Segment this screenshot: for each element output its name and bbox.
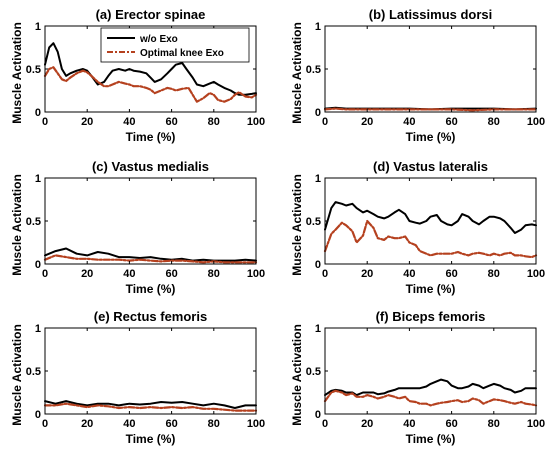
subplot-title: (c) Vastus medialis [92,159,209,174]
x-tick-label: 60 [165,268,177,280]
plot-area-frame [44,327,257,415]
x-tick-label: 20 [81,116,93,128]
x-tick-label: 40 [403,116,415,128]
x-tick-label: 100 [527,116,545,128]
legend-box [100,27,250,63]
series-line-optimal-knee-exo [43,402,258,412]
y-axis-label: Muscle Activation [290,22,304,124]
plot-area-frame [44,177,257,265]
y-tick-label: 0 [35,409,41,421]
x-axis-label: Time (%) [126,432,176,446]
y-tick-label: 0 [315,409,321,421]
y-tick-label: 0.5 [306,216,321,228]
y-axis-label: Muscle Activation [10,22,24,124]
y-tick-label: 0 [315,259,321,271]
x-axis-label: Time (%) [126,130,176,144]
x-tick-label: 40 [403,418,415,430]
legend-label: Optimal knee Exo [140,48,224,59]
x-tick-label: 60 [445,116,457,128]
subplot-1: 0 20 40 60 80 100 0 0.5 1 (a) Erector spinae Time … [10,7,265,144]
series-line-without-exo [44,400,257,409]
x-axis-label: Time (%) [126,282,176,296]
x-tick-label: 100 [247,268,265,280]
series-line-without-exo [324,378,537,397]
x-tick-label: 20 [81,418,93,430]
subplot-4: 0 20 40 60 80 100 0 0.5 1 (d) Vastus lateralis Tim… [290,159,545,296]
plot-area-frame [324,25,537,113]
x-tick-label: 80 [488,268,500,280]
x-tick-label: 100 [527,418,545,430]
y-tick-label: 1 [35,323,41,335]
x-axis-label: Time (%) [406,282,456,296]
y-tick-label: 0 [35,107,41,119]
x-tick-label: 20 [361,268,373,280]
subplot-5: 0 20 40 60 80 100 0 0.5 1 (e) Rectus femoris Time … [10,309,265,446]
y-tick-label: 1 [315,173,321,185]
y-axis-label: Muscle Activation [10,174,24,276]
x-tick-label: 0 [42,418,48,430]
y-tick-label: 0.5 [26,216,41,228]
x-tick-label: 80 [208,116,220,128]
series-line-optimal-knee-exo [323,219,538,259]
y-axis-label: Muscle Activation [290,174,304,276]
subplot-title: (f) Biceps femoris [376,309,486,324]
x-tick-label: 60 [165,418,177,430]
y-tick-label: 1 [35,173,41,185]
x-tick-label: 0 [42,268,48,280]
x-tick-label: 100 [527,268,545,280]
x-tick-label: 60 [445,418,457,430]
subplot-title: (b) Latissimus dorsi [369,7,493,22]
x-tick-label: 80 [488,418,500,430]
y-axis-label: Muscle Activation [10,324,24,426]
x-tick-label: 80 [208,418,220,430]
y-axis-label: Muscle Activation [290,324,304,426]
subplot-title: (a) Erector spinae [96,7,206,22]
x-tick-label: 20 [361,116,373,128]
x-tick-label: 20 [81,268,93,280]
x-tick-label: 20 [361,418,373,430]
series-line-without-exo [44,42,257,96]
x-tick-label: 100 [247,418,265,430]
x-tick-label: 80 [208,268,220,280]
x-tick-label: 60 [165,116,177,128]
series-line-optimal-knee-exo [43,254,258,264]
subplot-title: (d) Vastus lateralis [373,159,488,174]
subplot-6: 0 20 40 60 80 100 0 0.5 1 (f) Biceps femoris Time … [290,309,545,446]
x-axis-label: Time (%) [406,130,456,144]
x-tick-label: 40 [123,418,135,430]
series-line-without-exo [44,247,257,262]
subplot-3: 0 20 40 60 80 100 0 0.5 1 (c) Vastus medialis Time… [10,159,265,296]
x-tick-label: 0 [322,268,328,280]
x-tick-label: 0 [322,418,328,430]
y-tick-label: 0.5 [306,366,321,378]
y-tick-label: 0 [315,107,321,119]
x-tick-label: 0 [322,116,328,128]
legend: w/o Exo Optimal knee Exo [100,27,250,63]
x-tick-label: 40 [123,116,135,128]
x-tick-label: 0 [42,116,48,128]
subplot-title: (e) Rectus femoris [94,309,207,324]
y-tick-label: 0.5 [26,366,41,378]
subplot-2: 0 20 40 60 80 100 0 0.5 1 (b) Latissimus dorsi Tim… [290,7,545,144]
y-tick-label: 0.5 [306,64,321,76]
legend-label: w/o Exo [139,34,178,45]
y-tick-label: 1 [315,21,321,33]
x-axis-label: Time (%) [406,432,456,446]
series-line-optimal-knee-exo [323,389,538,407]
series-line-optimal-knee-exo [43,66,258,103]
x-tick-label: 40 [403,268,415,280]
series-line-without-exo [324,201,537,234]
y-tick-label: 0 [35,259,41,271]
y-tick-label: 1 [35,21,41,33]
y-tick-label: 0.5 [26,64,41,76]
x-tick-label: 60 [445,268,457,280]
x-tick-label: 80 [488,116,500,128]
y-tick-label: 1 [315,323,321,335]
x-tick-label: 40 [123,268,135,280]
series-line-optimal-knee-exo [323,107,538,112]
x-tick-label: 100 [247,116,265,128]
